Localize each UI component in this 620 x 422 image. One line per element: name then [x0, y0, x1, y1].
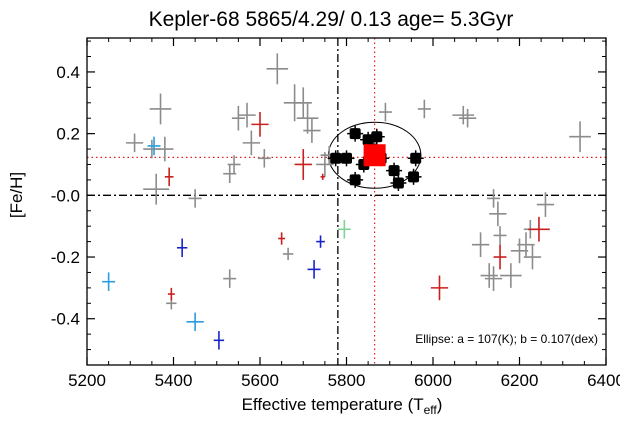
data-point-gray-2 — [156, 136, 174, 162]
x-tick-label: 5200 — [68, 371, 106, 390]
y-tick-label: -0.4 — [51, 310, 80, 329]
y-tick-label: -0.2 — [51, 248, 80, 267]
data-point-gray-32 — [500, 263, 522, 288]
data-point-red-2 — [294, 149, 312, 180]
data-point-gray-16 — [303, 118, 321, 143]
y-tick-label: 0.2 — [56, 125, 80, 144]
data-point-red-7 — [493, 244, 507, 270]
data-point-red-1 — [251, 112, 269, 137]
data-point-gray-5 — [188, 189, 202, 208]
ellipse-annotation: Ellipse: a = 107(K); b = 0.107(dex) — [415, 332, 598, 346]
data-point-gray-38 — [569, 121, 591, 153]
data-point-red-8 — [528, 216, 550, 242]
data-point-black-10 — [405, 168, 422, 185]
data-point-gray-27 — [487, 189, 501, 208]
data-point-gray-11 — [257, 149, 271, 168]
data-point-black-7 — [386, 162, 403, 179]
x-tick-label: 6000 — [414, 371, 452, 390]
data-point-gray-28 — [489, 201, 507, 227]
data-point-lightblue-0 — [102, 272, 116, 291]
data-point-gray-30 — [480, 263, 498, 288]
data-point-gray-20 — [223, 269, 237, 288]
axis-ticks: 5200 5400 5600 5800 6000 6200 6400 -0.4 -0.2 -0.0… — [51, 38, 620, 390]
x-tick-label: 5800 — [328, 371, 366, 390]
data-point-gray-8 — [231, 105, 245, 131]
data-point-red-4 — [278, 232, 286, 245]
data-point-red-5 — [167, 287, 175, 301]
data-points — [102, 53, 591, 350]
x-tick-label: 6200 — [501, 371, 539, 390]
x-tick-label: 5400 — [155, 371, 193, 390]
data-point-blue-2 — [307, 260, 321, 279]
plot-border — [86, 37, 607, 366]
target-star-marker — [363, 144, 386, 167]
plot-frame — [86, 37, 607, 366]
data-point-gray-10 — [242, 130, 260, 156]
x-axis-label-main: Effective temperature (T — [242, 395, 424, 414]
data-point-black-8 — [390, 174, 407, 191]
data-point-red-0 — [164, 167, 174, 187]
data-point-gray-15 — [296, 102, 319, 134]
data-point-gray-25 — [458, 108, 477, 128]
data-point-gray-29 — [493, 226, 507, 245]
data-point-black-1 — [338, 150, 355, 167]
x-tick-label: 5600 — [241, 371, 279, 390]
data-point-gray-14 — [294, 87, 312, 119]
data-point-gray-4 — [143, 173, 170, 205]
data-point-gray-7 — [227, 155, 241, 174]
data-point-black-0 — [327, 150, 344, 167]
data-point-blue-3 — [213, 331, 225, 350]
data-point-gray-26 — [471, 232, 490, 258]
data-point-lightblue-2 — [186, 312, 204, 332]
data-point-gray-12 — [266, 53, 289, 85]
data-point-gray-24 — [452, 105, 475, 125]
data-point-red-3 — [320, 173, 325, 180]
data-point-gray-17 — [316, 152, 334, 177]
data-point-lightblue-1 — [147, 136, 161, 156]
data-point-gray-37 — [536, 192, 555, 217]
data-point-black-5 — [368, 128, 385, 145]
data-point-gray-0 — [125, 133, 144, 153]
data-point-gray-23 — [417, 99, 431, 119]
y-axis-label: [Fe/H] — [7, 172, 26, 218]
y-tick-label: -0.0 — [51, 186, 80, 205]
x-axis-label-sub: eff — [424, 403, 438, 417]
reference-lines — [87, 38, 606, 365]
data-point-gray-3 — [149, 93, 172, 125]
data-point-blue-0 — [176, 238, 188, 258]
x-tick-label: 6400 — [587, 371, 620, 390]
data-point-black-11 — [347, 171, 364, 188]
data-point-gray-19 — [282, 247, 294, 261]
data-point-green-0 — [337, 220, 351, 239]
data-point-black-2 — [347, 125, 364, 142]
chart-title: Kepler-68 5865/4.29/ 0.13 age= 5.3Gyr — [149, 8, 514, 31]
data-point-gray-22 — [378, 102, 392, 122]
x-axis-label-close: ) — [437, 395, 443, 414]
data-point-black-9 — [407, 150, 424, 167]
data-point-red-6 — [430, 275, 449, 301]
data-point-gray-36 — [523, 244, 542, 270]
x-axis-label: Effective temperature (Teff) — [242, 395, 443, 417]
data-point-blue-1 — [316, 235, 325, 248]
data-point-gray-31 — [484, 266, 503, 291]
data-point-gray-9 — [238, 102, 256, 128]
y-tick-label: 0.4 — [56, 63, 80, 82]
